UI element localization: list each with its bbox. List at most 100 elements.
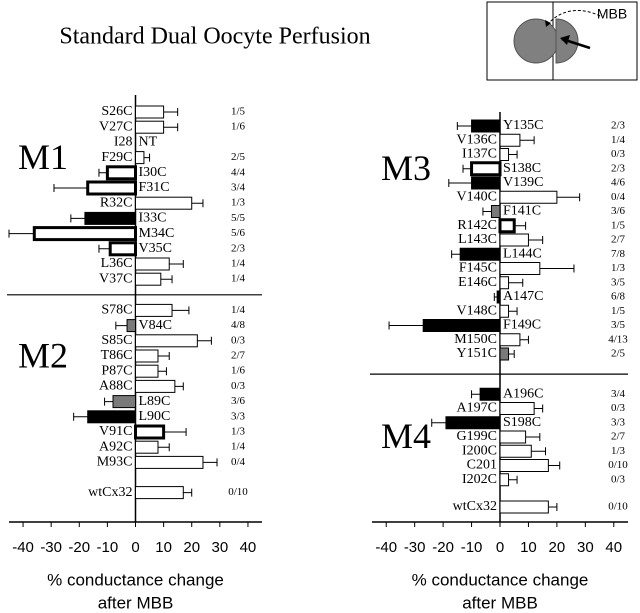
bar (499, 304, 510, 318)
error-bar (548, 503, 558, 511)
category-label: V140C (457, 189, 497, 204)
group-label: M3 (381, 148, 431, 188)
error-bar (525, 433, 541, 441)
fraction-label: 5/5 (231, 212, 246, 224)
category-label: C201 (467, 458, 497, 473)
error-bar (163, 428, 187, 436)
bar (112, 395, 136, 409)
x-tick-label: 10 (520, 539, 537, 556)
inset-diagram: MBB (486, 1, 638, 81)
error-bar (482, 207, 492, 216)
fraction-label: 4/13 (608, 333, 628, 345)
x-tick-label: 40 (605, 539, 622, 556)
bar (499, 190, 558, 204)
group-label: M2 (18, 335, 68, 375)
fraction-label: 0/3 (611, 473, 626, 485)
x-axis-label: % conductance change (47, 570, 224, 589)
fraction-label: 2/3 (611, 120, 626, 132)
error-bar (53, 184, 88, 192)
bar (498, 218, 516, 234)
fraction-label: 7/8 (611, 248, 626, 260)
fraction-label: 2/7 (611, 431, 626, 443)
bar (135, 486, 184, 500)
category-label: G199C (457, 429, 497, 444)
category-label: F145C (459, 261, 497, 276)
bar (499, 148, 510, 161)
bar (86, 180, 137, 196)
fraction-label: 0/3 (231, 380, 246, 392)
error-bar (508, 475, 518, 484)
error-bar (539, 264, 575, 273)
bar (135, 105, 165, 119)
bar (422, 319, 501, 332)
bar (499, 473, 510, 487)
error-bar (528, 236, 544, 244)
bar (470, 161, 502, 177)
bar (499, 347, 510, 361)
category-label: I28 (114, 135, 133, 150)
category-label: M150C (454, 332, 497, 347)
x-axis-label: % conductance change (412, 570, 589, 589)
bar (499, 459, 549, 472)
error-bar (8, 229, 35, 238)
x-tick-label: -40 (375, 539, 397, 556)
category-label: I200C (462, 443, 497, 458)
category-label: T86C (101, 348, 133, 363)
fraction-label: 1/4 (231, 258, 246, 270)
category-label: V136C (457, 132, 497, 147)
error-bar (514, 221, 527, 230)
error-bar (172, 306, 190, 315)
category-label: V35C (139, 241, 172, 256)
category-label: V37C (99, 271, 132, 286)
category-label: M34C (139, 226, 175, 241)
fraction-label: 0/3 (231, 334, 246, 346)
fraction-label: 2/3 (231, 242, 246, 254)
x-tick-label: -20 (432, 539, 454, 556)
bar (499, 262, 541, 275)
fraction-label: 1/4 (611, 134, 626, 146)
fraction-label: 0/10 (608, 501, 628, 513)
category-label: R142C (457, 218, 497, 233)
error-bar (157, 352, 170, 360)
bar (126, 319, 136, 333)
x-tick-label: 20 (183, 539, 200, 556)
bar (499, 133, 521, 147)
x-tick-label: -10 (461, 539, 483, 556)
x-tick-label: -40 (12, 539, 34, 556)
fraction-label: 1/4 (231, 304, 246, 316)
figure-title: Standard Dual Oocyte Perfusion (59, 24, 370, 50)
x-tick-label: 20 (549, 539, 566, 556)
x-tick-label: 10 (155, 539, 172, 556)
fraction-label: 6/8 (611, 291, 626, 303)
category-label: F31C (139, 180, 170, 195)
fraction-label: 3/4 (231, 182, 246, 194)
fraction-label: 1/5 (231, 106, 246, 118)
error-bar (163, 108, 179, 116)
oocyte (513, 18, 559, 64)
category-label: V139C (503, 175, 543, 190)
category-label: M93C (97, 455, 133, 470)
x-axis-label: after MBB (462, 593, 538, 612)
category-label: F141C (503, 204, 541, 219)
fraction-label: 1/3 (231, 197, 246, 209)
x-tick-label: 0 (496, 539, 504, 556)
error-bar (508, 350, 515, 358)
error-bar (98, 244, 111, 253)
category-label: Y151C (457, 346, 497, 361)
fraction-label: 1/5 (611, 219, 626, 231)
bar (499, 333, 521, 347)
error-bar (160, 275, 173, 284)
fraction-label: 2/7 (611, 234, 626, 246)
category-label: L36C (101, 256, 133, 271)
x-tick-label: -30 (404, 539, 426, 556)
fraction-label: 1/6 (231, 365, 246, 377)
group-label: M1 (18, 137, 68, 177)
bar (490, 205, 501, 218)
error-bar (163, 123, 179, 132)
fraction-label: 1/4 (231, 441, 246, 453)
fraction-label: 3/3 (611, 416, 626, 428)
category-label: S138C (503, 161, 541, 176)
error-bar (456, 122, 472, 130)
bar (499, 233, 529, 247)
